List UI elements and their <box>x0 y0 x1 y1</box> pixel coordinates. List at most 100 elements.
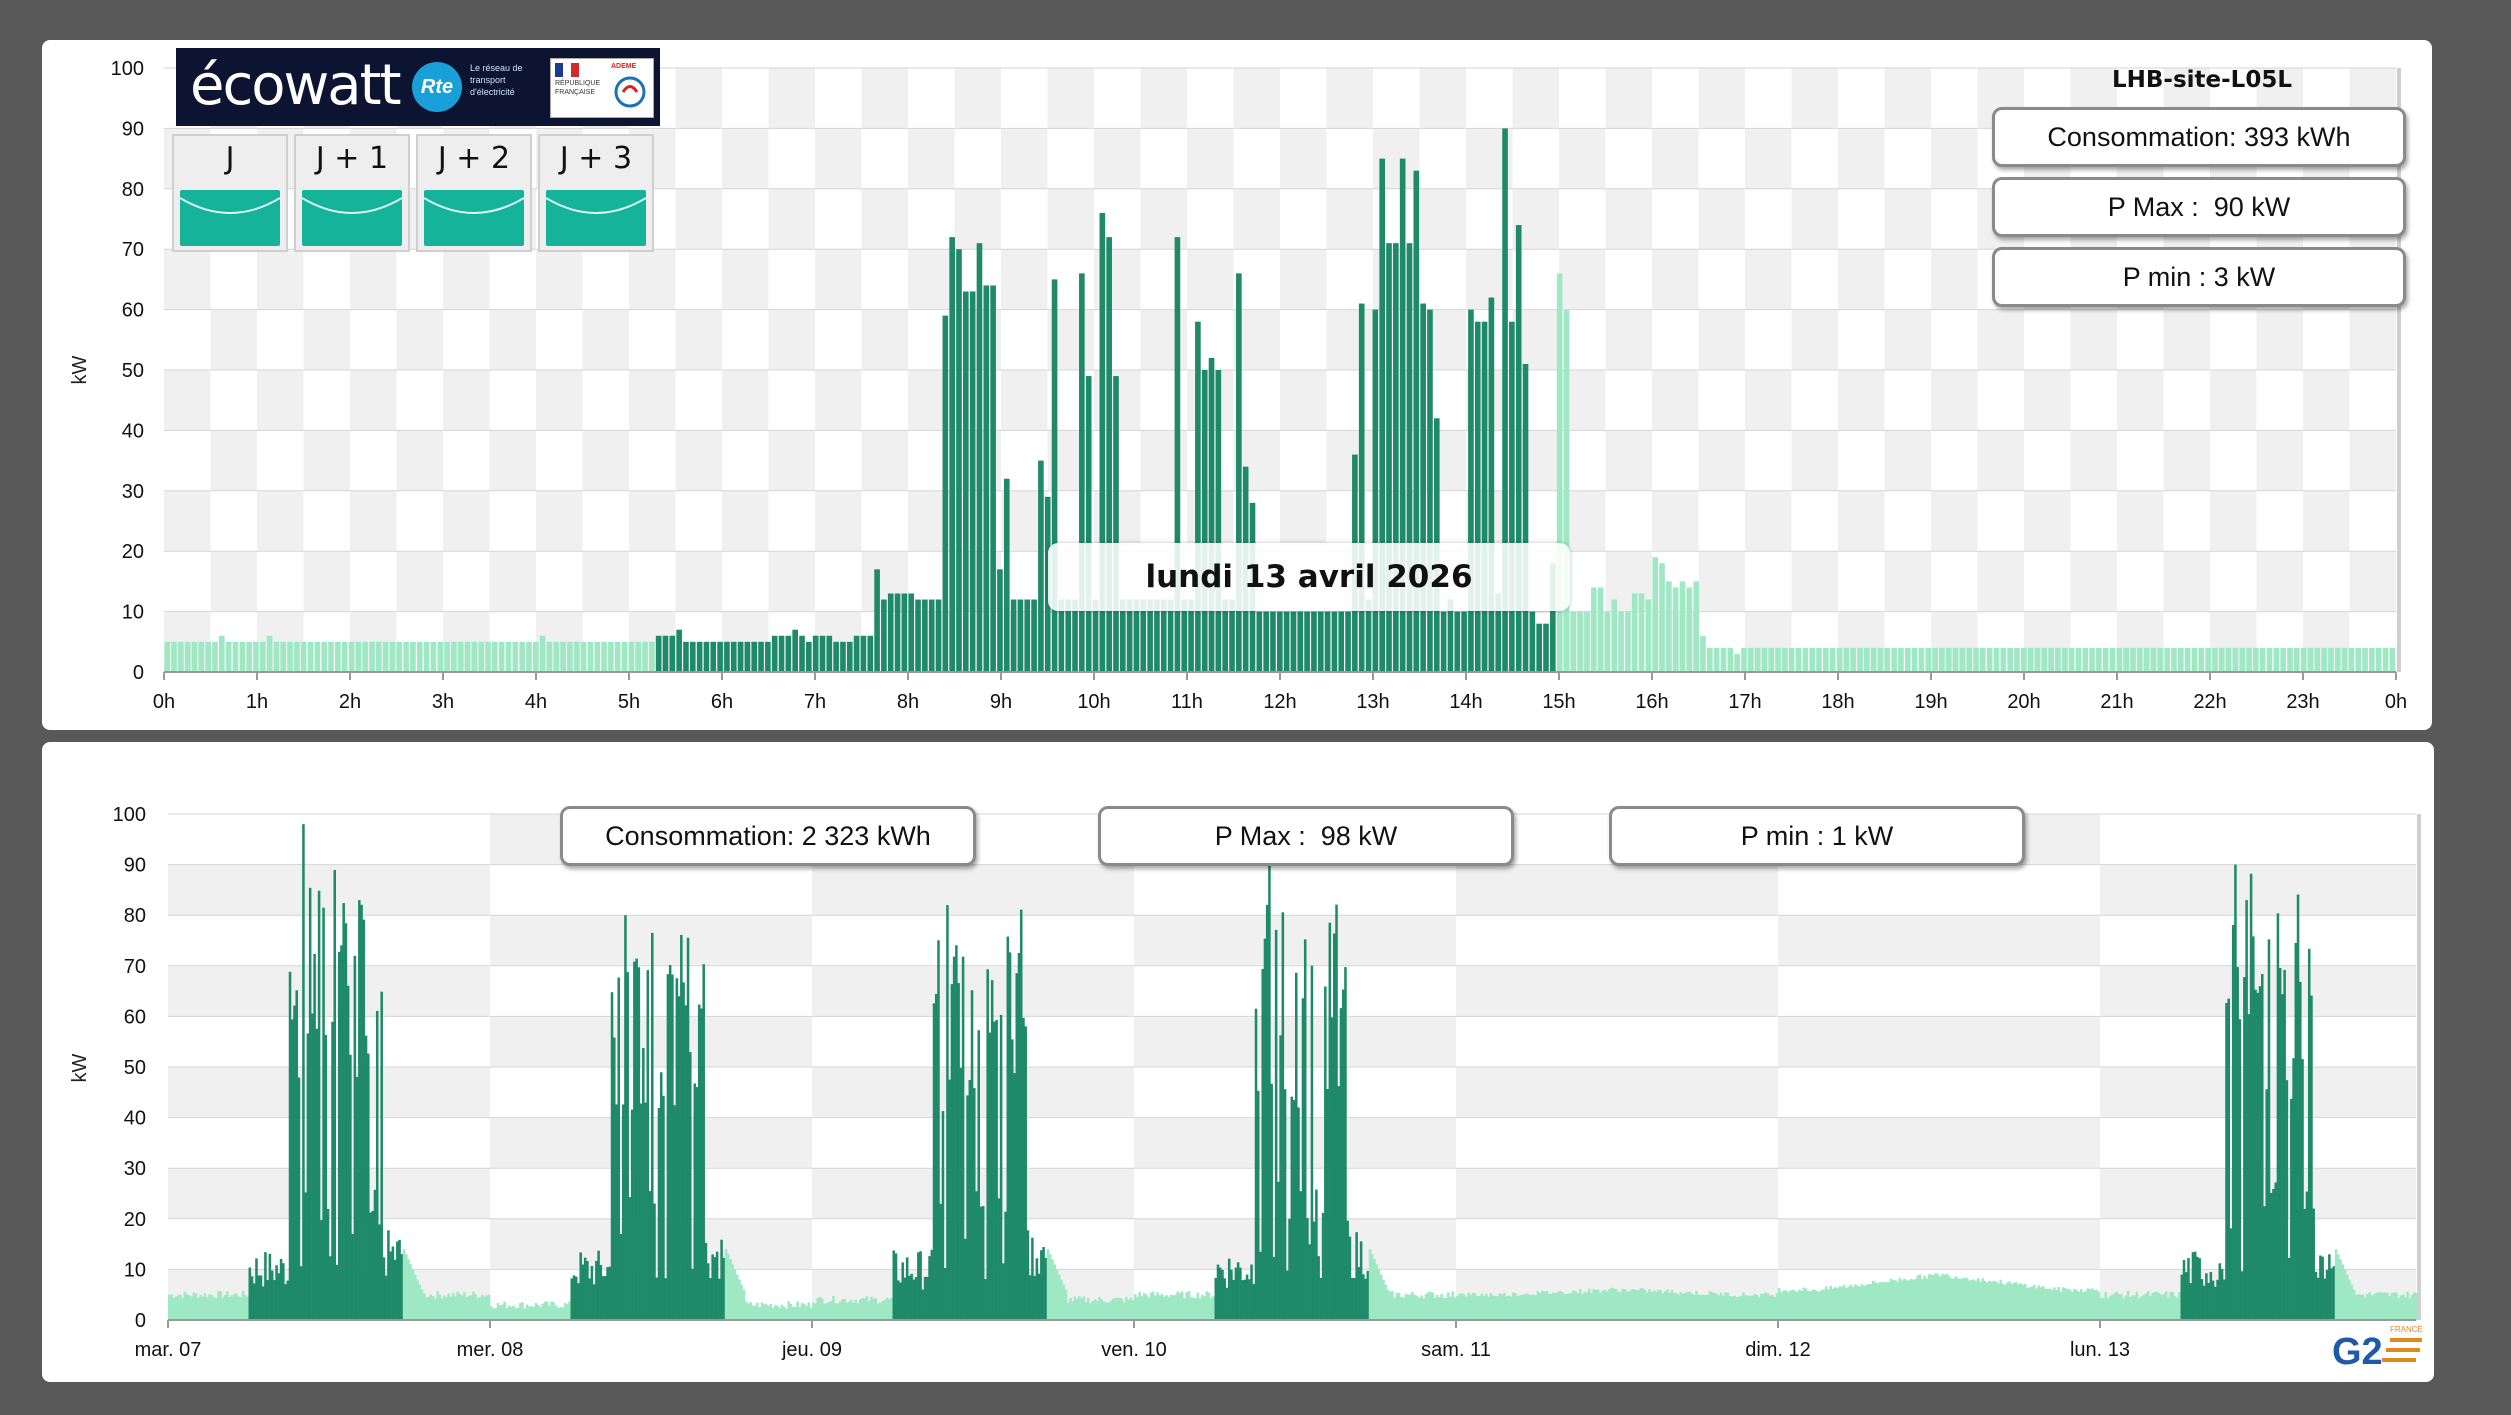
grid-cell <box>1140 68 1187 129</box>
ecowatt-green-signal-icon <box>302 190 402 246</box>
bar <box>427 1296 430 1320</box>
bar <box>1188 599 1194 672</box>
bar <box>1051 1259 1054 1320</box>
grid-cell <box>2117 370 2164 431</box>
bar <box>194 1293 198 1320</box>
bar <box>574 1276 578 1320</box>
bar <box>210 1294 214 1320</box>
bar <box>956 249 962 672</box>
bar <box>1429 1291 1432 1320</box>
grid-cell <box>2210 490 2257 552</box>
bar <box>836 1303 840 1320</box>
bar <box>550 1301 553 1320</box>
ecowatt-day-j3[interactable]: J + 3 <box>538 134 654 252</box>
bar <box>1113 376 1119 672</box>
bar <box>1782 1290 1786 1320</box>
bar <box>1469 1294 1472 1320</box>
ecowatt-widget[interactable]: écowatt Rte Le réseau de transport d'éle… <box>172 48 662 260</box>
bar <box>1574 1291 1578 1320</box>
bar <box>1884 647 1891 672</box>
bar <box>2048 1288 2052 1320</box>
bar <box>552 1302 556 1320</box>
bar <box>1511 1292 1515 1320</box>
bar <box>1590 587 1597 672</box>
x-tick-label: 19h <box>1914 691 1947 713</box>
bar <box>2082 647 2089 672</box>
bar <box>1784 1290 1788 1320</box>
bar <box>1585 1292 1589 1320</box>
bar <box>1634 1290 1638 1320</box>
bar <box>560 641 566 672</box>
bar <box>1331 611 1338 672</box>
x-tick-label: 11h <box>1171 691 1203 713</box>
bar <box>257 1275 260 1320</box>
bar <box>803 1303 806 1320</box>
bar <box>1724 1292 1727 1320</box>
bar <box>1348 1236 1352 1320</box>
bar <box>1536 623 1542 672</box>
y-tick-label: 0 <box>133 662 144 684</box>
bar <box>829 1301 833 1320</box>
ecowatt-day-j1[interactable]: J + 1 <box>294 134 410 252</box>
bar <box>635 958 638 1320</box>
bar <box>964 1238 967 1320</box>
bar <box>2348 647 2355 672</box>
grid-cell <box>1778 1117 2100 1169</box>
bar <box>1261 968 1264 1320</box>
bar <box>1399 158 1406 673</box>
grid-cell <box>2303 490 2350 552</box>
bar <box>2214 1286 2217 1320</box>
bar <box>756 1302 759 1320</box>
bar <box>729 1259 732 1320</box>
bar <box>2383 1292 2387 1320</box>
bar <box>1782 647 1788 672</box>
bar <box>1375 1264 1379 1320</box>
bar <box>1011 1039 1014 1320</box>
bar <box>503 1301 506 1320</box>
bar <box>1474 321 1481 672</box>
grid-cell <box>257 249 304 310</box>
x-tick-label: 7h <box>804 691 826 713</box>
bar <box>915 599 921 672</box>
bar <box>583 1257 587 1320</box>
grid-cell <box>815 370 862 431</box>
bar <box>2220 1268 2224 1320</box>
bar <box>2343 1269 2347 1320</box>
bar <box>1160 599 1167 672</box>
bar <box>469 1295 473 1320</box>
bar <box>1310 965 1314 1320</box>
ecowatt-day-j[interactable]: J <box>172 134 288 252</box>
bar <box>1865 1284 1868 1320</box>
grid-cell <box>675 551 722 612</box>
grid-cell <box>1280 370 1327 431</box>
bar <box>1297 1107 1300 1320</box>
bar <box>573 641 580 672</box>
ecowatt-day-j2[interactable]: J + 2 <box>416 134 532 252</box>
bar <box>1932 647 1938 672</box>
bar <box>765 1304 768 1320</box>
grid-cell <box>629 490 676 552</box>
bar <box>1974 1281 1978 1320</box>
grid-cell <box>303 309 350 370</box>
grid-cell <box>1931 490 1978 552</box>
bar <box>1746 1295 1750 1320</box>
x-tick-label: dim. 12 <box>1745 1339 1811 1361</box>
bar <box>268 1253 272 1320</box>
bar <box>1912 1279 1915 1320</box>
bar <box>232 1294 236 1320</box>
bar <box>2096 647 2102 672</box>
bar <box>1693 1294 1696 1320</box>
bar <box>2366 1293 2369 1320</box>
bar <box>657 1108 661 1320</box>
bar <box>1983 1280 1987 1320</box>
bar <box>1697 1294 1701 1320</box>
bar <box>197 1297 200 1320</box>
bar <box>1447 1292 1450 1320</box>
bar <box>976 243 983 672</box>
bar <box>2066 1289 2069 1320</box>
bar <box>1295 972 1298 1320</box>
x-tick-label: 10h <box>1077 691 1110 713</box>
bar <box>315 1028 319 1320</box>
bar <box>2030 1286 2034 1320</box>
bar <box>776 1305 779 1320</box>
